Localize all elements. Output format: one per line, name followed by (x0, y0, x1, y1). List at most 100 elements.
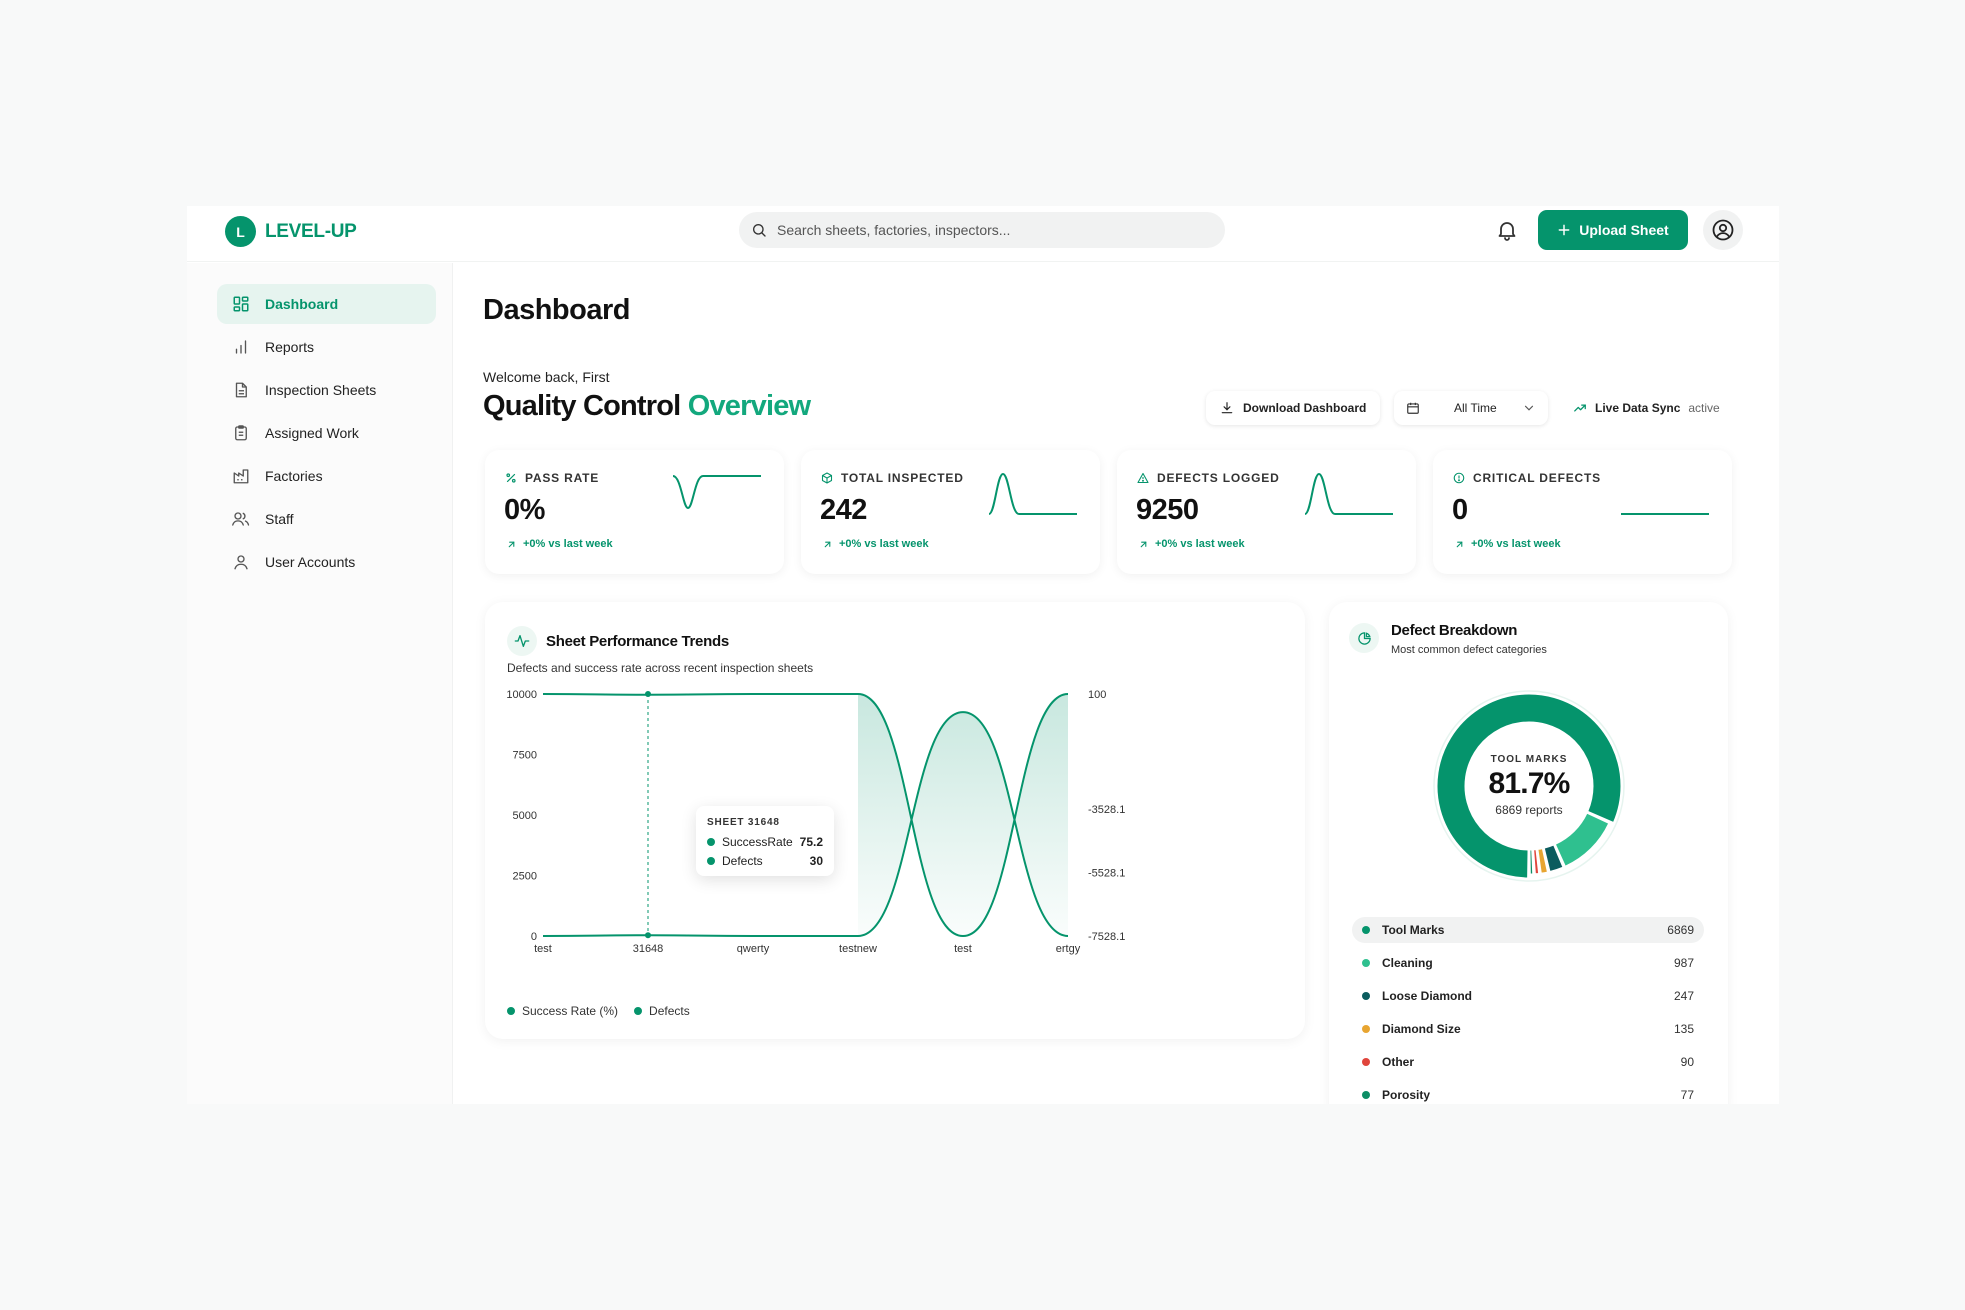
tooltip-row-value: 75.2 (799, 835, 823, 849)
sidebar-item-inspection-sheets[interactable]: Inspection Sheets (217, 370, 436, 410)
legend-label: Success Rate (%) (522, 1004, 619, 1018)
kpi-label-text: DEFECTS LOGGED (1157, 471, 1280, 485)
trend-chart: 10000 7500 5000 2500 0 100 -3528.1 -5528.1 -7528… (506, 689, 1125, 955)
kpi-card-defects-logged: DEFECTS LOGGED 9250 +0% vs last week (1117, 450, 1416, 574)
kpi-value: 242 (820, 494, 867, 526)
tooltip-row: SuccessRate 75.2 (707, 835, 823, 849)
live-sync-status: Live Data Sync active (1573, 401, 1720, 415)
user-icon (231, 552, 251, 572)
app-window: L LEVEL-UP Upload Sheet Dashboard Report… (187, 206, 1779, 1104)
y-tick-label: 0 (531, 931, 537, 943)
x-tick-label: test (534, 943, 552, 955)
x-tick-label: qwerty (737, 943, 770, 955)
defect-count: 135 (1673, 1022, 1694, 1036)
hover-point (645, 691, 651, 697)
bell-icon[interactable] (1495, 218, 1519, 242)
defect-label: Porosity (1382, 1088, 1431, 1102)
defect-row[interactable]: Cleaning 987 (1352, 950, 1704, 976)
defect-count: 247 (1673, 989, 1694, 1003)
defect-row[interactable]: Diamond Size 135 (1352, 1016, 1704, 1042)
y2-tick-label: -5528.1 (1088, 868, 1125, 880)
percent-icon (506, 473, 516, 483)
sidebar-item-label: Dashboard (265, 296, 339, 312)
sidebar-item-label: Factories (265, 468, 323, 484)
chevron-down-icon (1524, 405, 1534, 411)
user-circle-icon (1712, 219, 1734, 241)
kpi-delta: +0% vs last week (506, 538, 613, 550)
search-bar[interactable] (739, 212, 1225, 248)
upload-sheet-label: Upload Sheet (1579, 222, 1669, 238)
tooltip-title: SHEET 31648 (707, 817, 780, 828)
hover-point (645, 932, 651, 939)
kpi-delta-text: +0% vs last week (1155, 538, 1245, 550)
legend-dot (1362, 926, 1370, 934)
kpi-label: DEFECTS LOGGED (1137, 471, 1280, 485)
arrow-up-right-icon (508, 541, 515, 547)
y-tick-label: 7500 (513, 750, 537, 762)
pie-chart-icon (1349, 623, 1379, 653)
search-input[interactable] (777, 222, 1197, 238)
user-avatar[interactable] (1703, 210, 1743, 250)
legend-dot (1362, 959, 1370, 967)
sidebar-item-label: Assigned Work (265, 425, 359, 441)
donut-slice (1543, 844, 1564, 873)
sidebar-item-staff[interactable]: Staff (217, 499, 436, 539)
kpi-card-pass-rate: PASS RATE 0% +0% vs last week (485, 450, 784, 574)
sidebar-item-dashboard[interactable]: Dashboard (217, 284, 436, 324)
y-tick-label: 2500 (513, 871, 537, 883)
search-icon (753, 224, 766, 237)
section-heading: Quality Control Overview (483, 390, 811, 423)
donut-slice (1537, 847, 1549, 874)
kpi-label-text: PASS RATE (525, 471, 600, 485)
defect-row[interactable]: Porosity 77 (1352, 1082, 1704, 1104)
kpi-sparkline (672, 475, 761, 510)
donut-slice (1436, 693, 1622, 879)
legend-item[interactable]: Defects (634, 1004, 690, 1018)
clipboard-icon (231, 423, 251, 443)
donut-center-value: 81.7% (1488, 767, 1570, 800)
defect-row[interactable]: Other 90 (1352, 1049, 1704, 1075)
defect-row[interactable]: Tool Marks 6869 (1352, 917, 1704, 943)
upload-sheet-button[interactable]: Upload Sheet (1538, 210, 1688, 250)
heading-text: Quality Control (483, 390, 681, 422)
plus-icon (1558, 224, 1570, 236)
kpi-delta-text: +0% vs last week (839, 538, 929, 550)
legend-dot (1362, 1058, 1370, 1066)
kpi-label-text: TOTAL INSPECTED (841, 471, 964, 485)
tooltip-row: Defects 30 (707, 854, 823, 868)
brand-logo[interactable]: L LEVEL-UP (225, 216, 357, 247)
kpi-label: TOTAL INSPECTED (821, 471, 964, 485)
sidebar-item-assigned-work[interactable]: Assigned Work (217, 413, 436, 453)
kpi-delta: +0% vs last week (822, 538, 929, 550)
sidebar-item-factories[interactable]: Factories (217, 456, 436, 496)
donut-center-sub: 6869 reports (1495, 803, 1563, 817)
heading-accent: Overview (687, 390, 811, 422)
donut-slice (1533, 849, 1540, 875)
donut-chart (1433, 690, 1625, 882)
y2-tick-label: 100 (1088, 689, 1106, 701)
time-range-select[interactable]: All Time (1394, 391, 1548, 425)
x-tick-label: testnew (839, 943, 877, 955)
kpi-card-total-inspected: TOTAL INSPECTED 242 +0% vs last week (801, 450, 1100, 574)
defect-breakdown-card: Defect Breakdown Most common defect cate… (1329, 602, 1728, 1104)
defect-count: 90 (1680, 1055, 1694, 1069)
defect-row[interactable]: Loose Diamond 247 (1352, 983, 1704, 1009)
y2-tick-label: -7528.1 (1088, 931, 1125, 943)
welcome-text: Welcome back, First (483, 369, 610, 385)
page-title: Dashboard (483, 294, 630, 326)
kpi-card-critical-defects: CRITICAL DEFECTS 0 +0% vs last week (1433, 450, 1732, 574)
sidebar-item-label: Inspection Sheets (265, 382, 377, 398)
sidebar-item-user-accounts[interactable]: User Accounts (217, 542, 436, 582)
sidebar-item-reports[interactable]: Reports (217, 327, 436, 367)
legend-dot (1362, 1091, 1370, 1099)
sidebar-item-label: Staff (265, 511, 294, 527)
legend-dot (634, 1007, 643, 1015)
defect-count: 987 (1673, 956, 1694, 970)
card-title: Sheet Performance Trends (546, 633, 729, 650)
dashboard-icon (231, 294, 251, 314)
top-bar: L LEVEL-UP Upload Sheet (187, 206, 1779, 262)
legend-item[interactable]: Success Rate (%) (507, 1004, 618, 1018)
download-dashboard-button[interactable]: Download Dashboard (1206, 391, 1380, 425)
chart-tooltip: SHEET 31648 SuccessRate 75.2 Defects 30 (696, 806, 834, 876)
y-tick-label: 10000 (506, 689, 537, 701)
